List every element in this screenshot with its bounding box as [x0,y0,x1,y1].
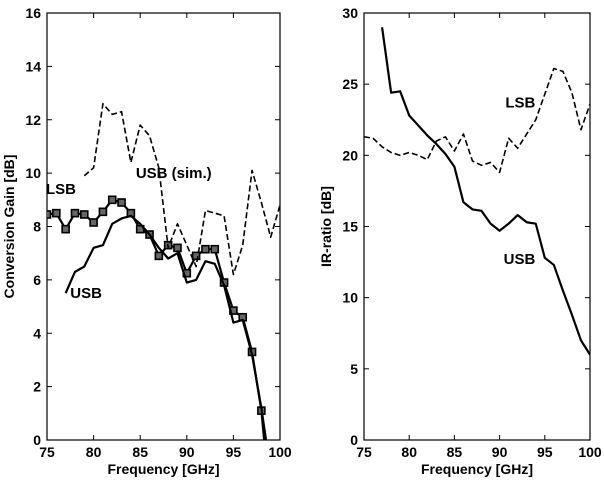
chart-0-series-lsb-marker [89,218,98,227]
chart-1-x-tick-label: 100 [578,444,602,460]
chart-0-y-tick-label: 4 [33,325,41,341]
chart-0-series-lsb-marker [173,243,182,253]
chart-0-series-lsb-marker [79,210,89,219]
chart-1-series-lsb-line [364,67,590,174]
chart-1-y-tick-label: 5 [350,361,358,377]
chart-0-annotation-usb-sim: USB (sim.) [136,165,212,182]
chart-1-series-group [364,27,590,356]
chart-0-y-tick-label: 14 [25,58,41,74]
chart-0-y-tick-label: 12 [25,112,41,128]
chart-0-annotation-lsb: LSB [46,181,76,198]
chart-0-y-tick-label: 2 [33,379,41,395]
chart-0-series-lsb-marker [117,198,126,207]
chart-0-x-tick-label: 100 [268,444,292,460]
chart-0-x-tick-label: 95 [226,444,242,460]
chart-0-series-lsb-marker [154,251,164,261]
chart-1-x-tick-label: 95 [537,444,553,460]
chart-1-x-tick-label: 80 [401,444,417,460]
chart-1-x-tick-label: 90 [492,444,508,460]
chart-1-y-tick-label: 25 [342,76,358,92]
chart-0-annotation-usb: USB [70,285,102,302]
chart-0-series-lsb-marker [107,195,117,205]
chart-0-x-tick-label: 80 [86,444,102,460]
chart-1-plot-frame [363,12,591,441]
chart-0-x-tick-label: 85 [132,444,148,460]
chart-0-series-lsb-marker [98,207,108,217]
chart-0-y-axis-title: Conversion Gain [dB] [1,155,17,299]
chart-0-series-lsb-marker [47,210,52,219]
ir-ratio-chart: 75 80 85 90 95 100 0 5 10 15 20 25 30 Frequency [GHz]… [318,5,602,477]
chart-0-y-tick-label: 8 [33,219,41,235]
chart-0-x-tick-label: 90 [179,444,195,460]
chart-0-series-lsb-line [47,198,266,440]
chart-1-y-axis-title: IR-ratio [dB] [318,186,334,267]
chart-1-x-axis-title: Frequency [GHz] [421,461,533,477]
chart-1-y-tick-label: 0 [350,432,358,448]
chart-1-x-tick-label: 85 [447,444,463,460]
chart-1-y-tick-label: 20 [342,147,358,163]
chart-0-series-group [47,102,280,440]
chart-1-y-tick-label: 30 [342,5,358,21]
chart-0-series-usb-line [64,214,268,440]
chart-0-x-tick-label: 75 [39,444,55,460]
conversion-gain-chart: 75 80 85 90 95 100 0 2 4 6 8 10 12 14 16 Frequency [GHz… [1,5,292,477]
chart-0-series-lsb-marker [52,208,61,218]
chart-0-y-tick-label: 10 [25,165,41,181]
chart-0-series-lsb-marker [201,244,210,254]
chart-1-x-tick-label: 75 [356,444,372,460]
chart-0-y-tick-label: 16 [25,5,41,21]
chart-1-series-usb-line [380,27,590,356]
chart-1-annotation-lsb: LSB [505,95,535,112]
chart-0-y-tick-label: 6 [33,272,41,288]
chart-1-annotation-usb: USB [504,251,536,268]
chart-0-series-usb-sim-line [83,102,280,276]
chart-0-series-lsb-marker [61,224,70,234]
chart-1-y-tick-label: 15 [342,219,358,235]
chart-0-series-lsb-marker [70,208,80,218]
chart-1-y-tick-label: 10 [342,290,358,306]
chart-0-series-lsb-marker [210,244,220,254]
chart-0-series-lsb-marker [191,251,201,261]
chart-0-y-tick-label: 0 [33,432,41,448]
chart-0-x-axis-title: Frequency [GHz] [107,461,219,477]
